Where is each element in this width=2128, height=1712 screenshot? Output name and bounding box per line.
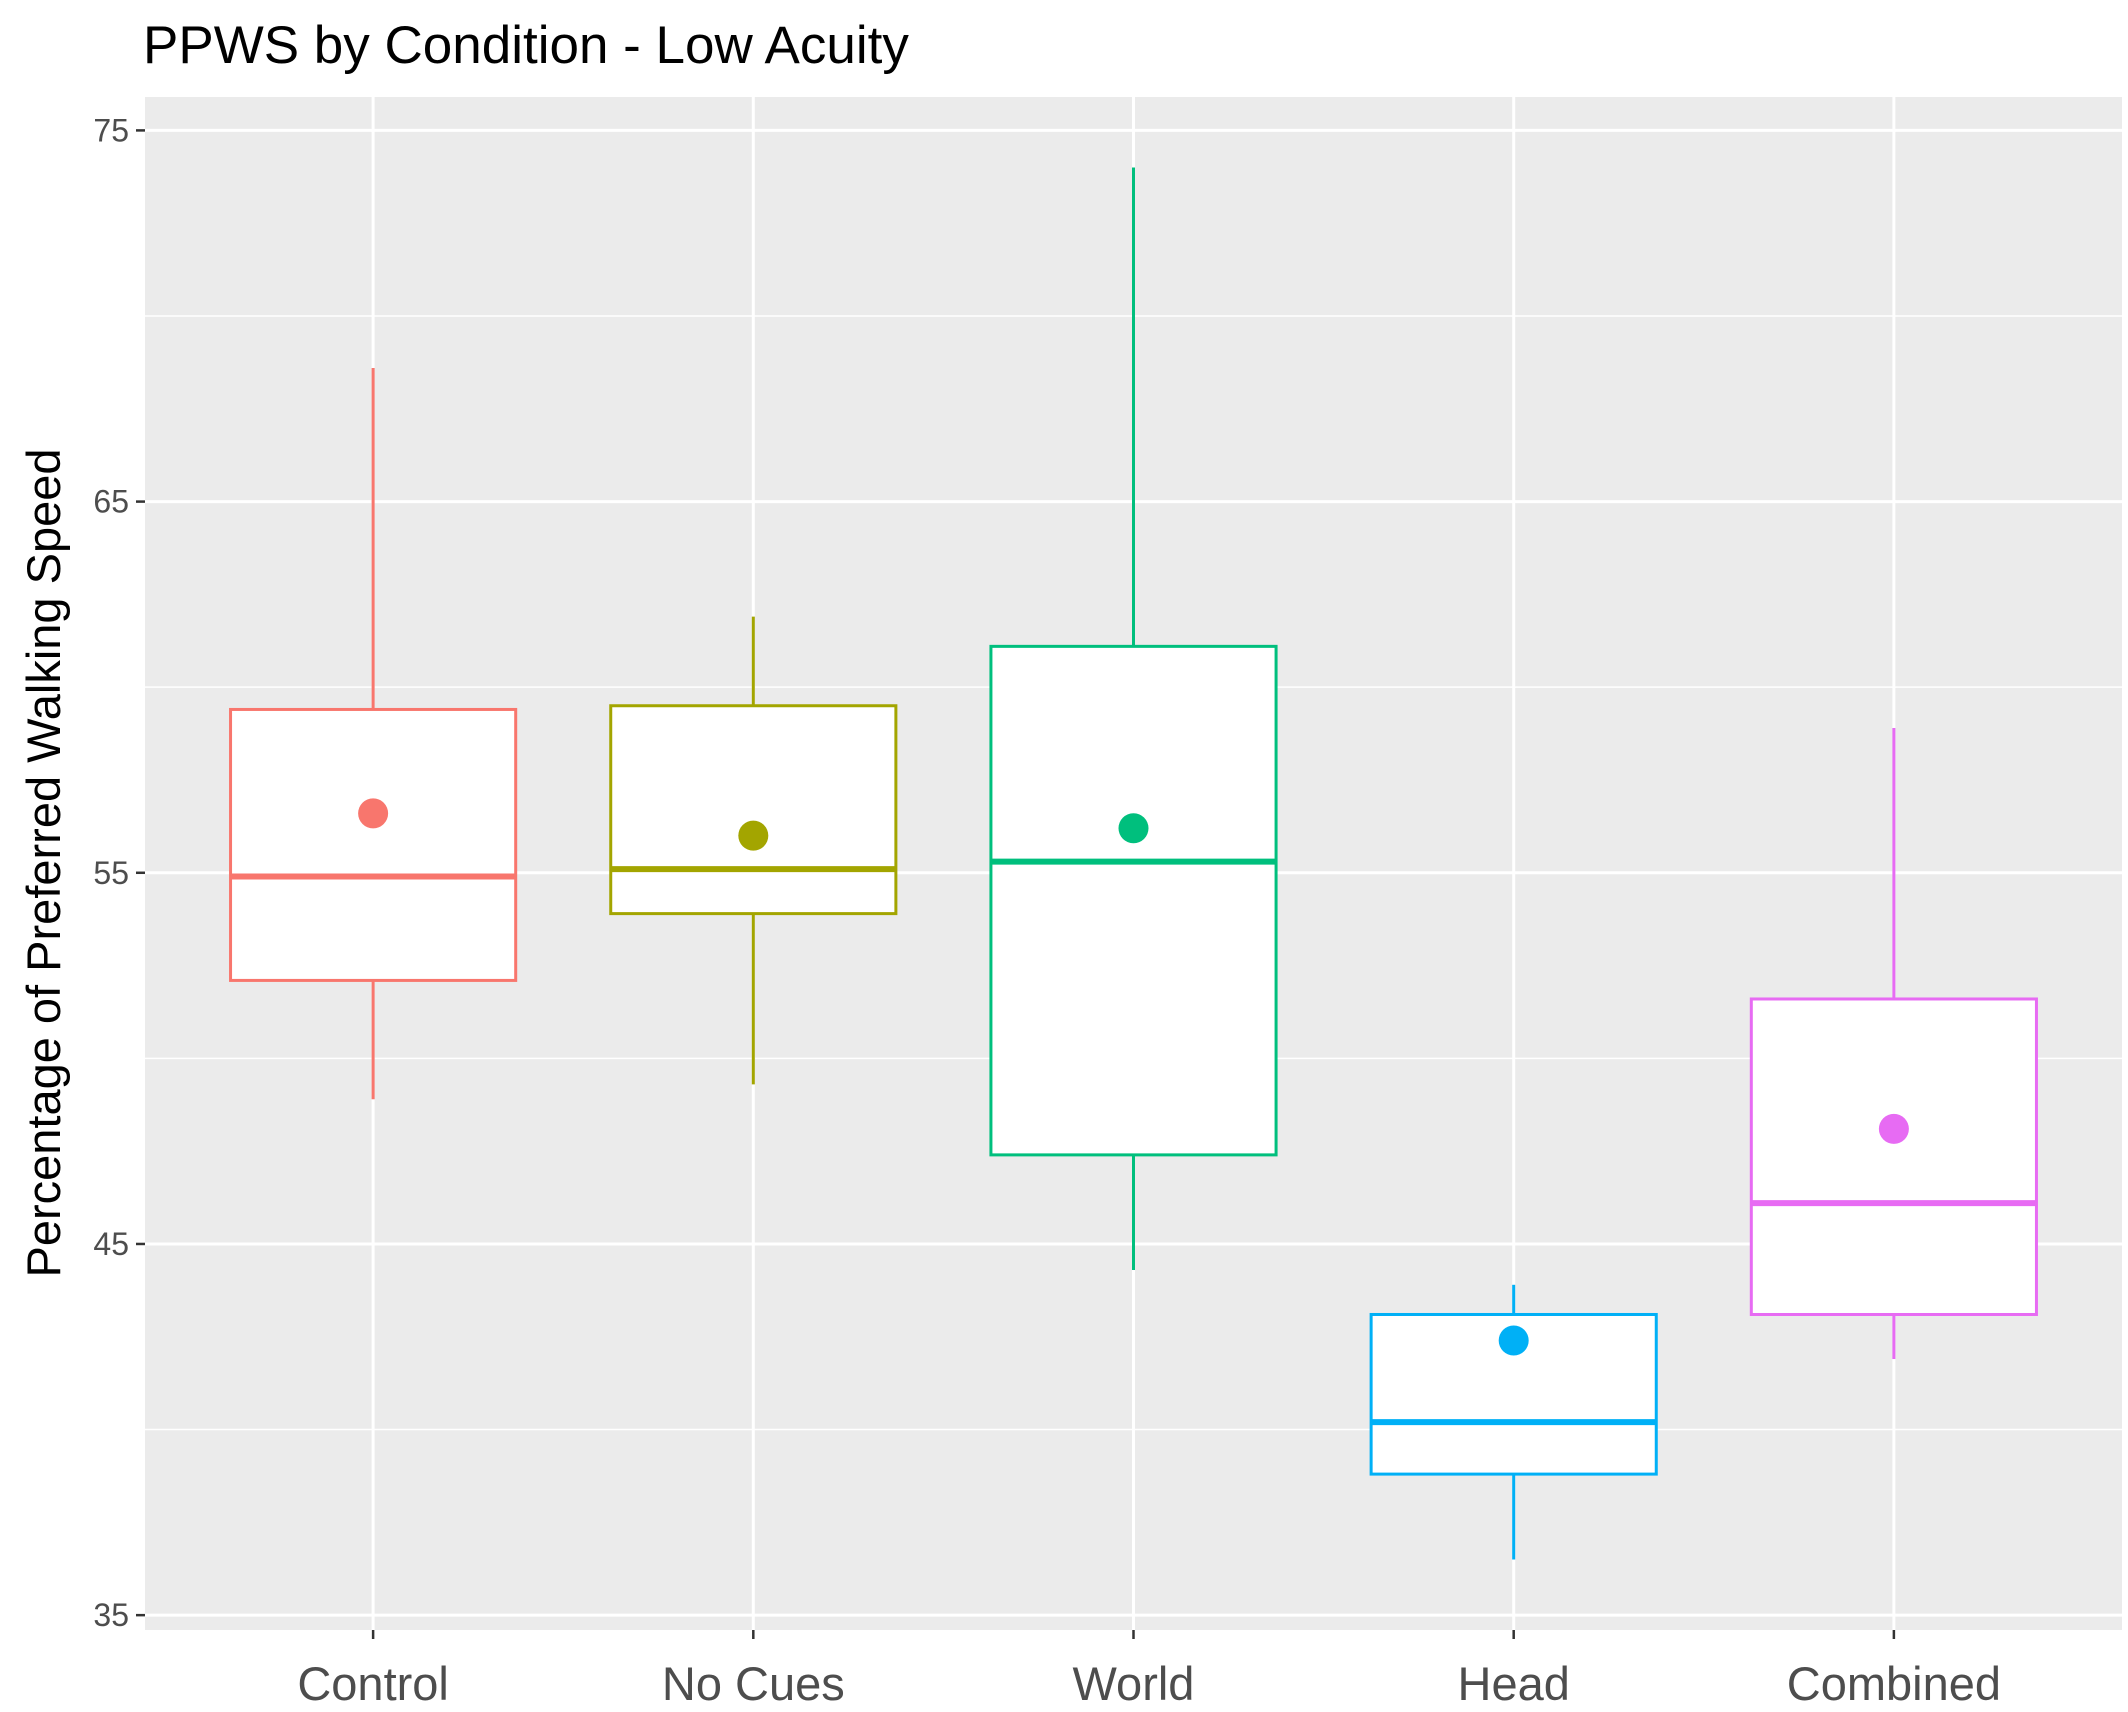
y-axis-label: Percentage of Preferred Walking Speed	[17, 448, 70, 1277]
x-tick-label: Combined	[1787, 1657, 2001, 1710]
mean-point	[358, 798, 389, 829]
x-tick-label: No Cues	[662, 1657, 845, 1710]
x-axis: Control No Cues World Head Combined	[297, 1630, 2001, 1710]
box-series	[229, 167, 2038, 1560]
iqr-box	[1749, 997, 2038, 1316]
y-tick-label: 65	[93, 484, 129, 520]
x-tick-label: World	[1073, 1657, 1195, 1710]
y-tick-label: 75	[93, 112, 129, 148]
y-tick-label: 55	[93, 855, 129, 891]
x-tick-label: Control	[297, 1657, 449, 1710]
mean-point	[738, 820, 769, 851]
mean-point	[1498, 1325, 1529, 1356]
iqr-box	[229, 707, 518, 982]
y-axis: 35 45 55 65 75	[93, 112, 145, 1633]
box-world	[989, 167, 1278, 1270]
chart-title: PPWS by Condition - Low Acuity	[143, 16, 909, 75]
mean-point	[1118, 813, 1149, 844]
box-head	[1369, 1284, 1658, 1560]
y-tick-label: 45	[93, 1226, 129, 1262]
iqr-box	[609, 704, 898, 916]
box-combined	[1749, 728, 2038, 1360]
x-tick-label: Head	[1458, 1657, 1570, 1710]
iqr-box	[989, 644, 1278, 1157]
y-tick-label: 35	[93, 1597, 129, 1633]
box-no-cues	[609, 616, 898, 1085]
box-control	[229, 367, 518, 1100]
mean-point	[1878, 1113, 1909, 1144]
